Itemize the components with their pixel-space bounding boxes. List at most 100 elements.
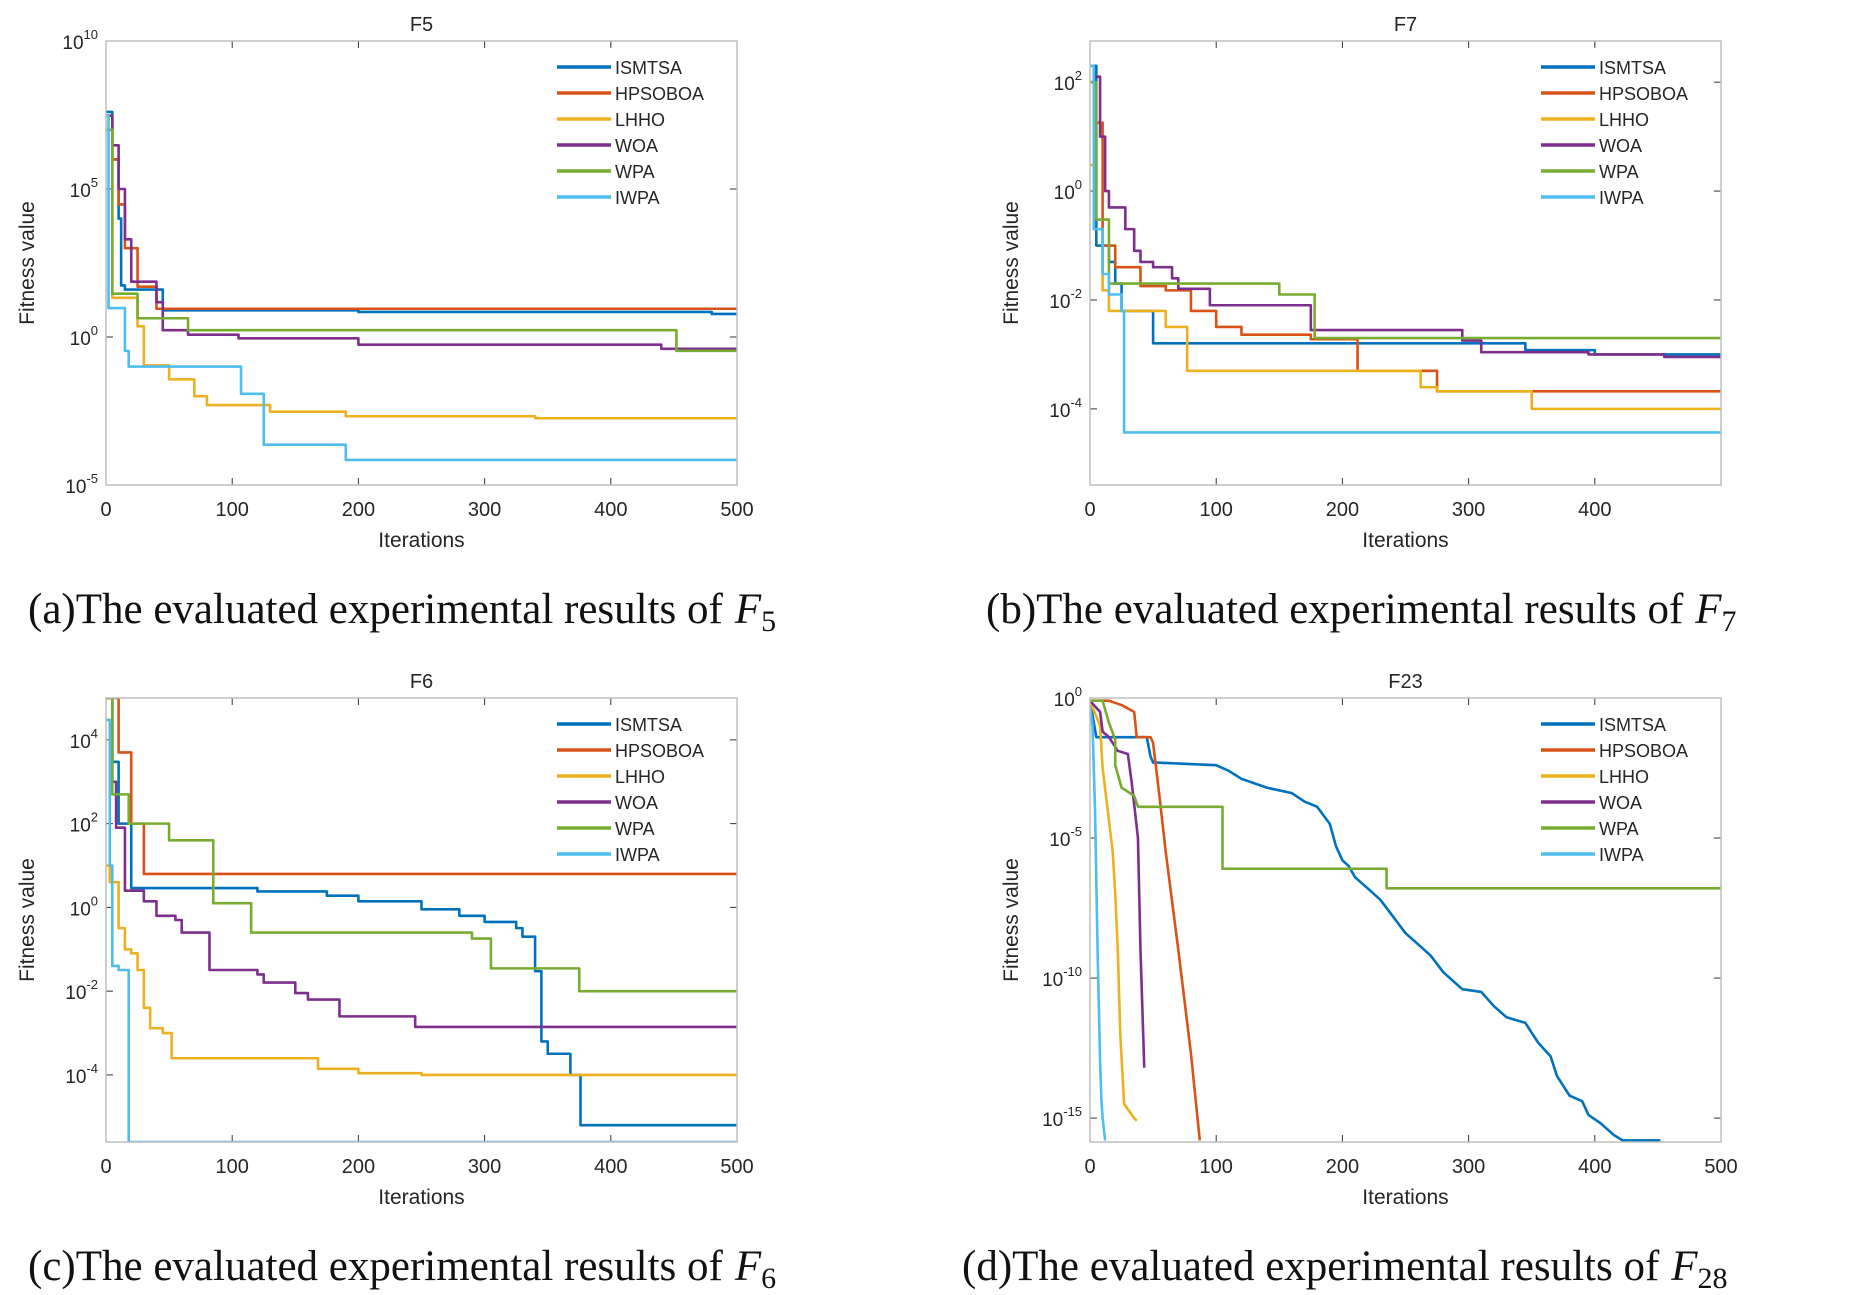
x-tick-label: 400	[1578, 499, 1611, 521]
legend-label: LHHO	[1599, 110, 1649, 130]
legend-label: WPA	[1599, 162, 1639, 182]
y-tick-label: 104	[70, 726, 98, 753]
legend-label: WPA	[1599, 819, 1639, 839]
legend: ISMTSA HPSOBOA LHHO WOA WPA IWPA	[551, 53, 723, 213]
y-tick-label: 102	[1054, 68, 1082, 95]
caption-b: (b)The evaluated experimental results of…	[986, 588, 1737, 637]
series-line-hpsoboa	[1090, 699, 1202, 1141]
y-tick-exponent: 2	[91, 810, 98, 825]
x-tick-label: 200	[342, 1156, 375, 1178]
caption-text: (d)The evaluated experimental results of	[962, 1243, 1660, 1290]
x-tick-label: 100	[216, 499, 249, 521]
series-line-wpa	[1090, 80, 1721, 340]
y-tick-label: 100	[1054, 177, 1082, 204]
y-tick-base: 10	[1049, 401, 1070, 422]
series-line-wpa	[106, 698, 737, 993]
legend-label: LHHO	[615, 767, 665, 787]
y-tick-exponent: -15	[1063, 1104, 1082, 1119]
caption-function: F	[734, 586, 762, 633]
axes-frame	[105, 40, 738, 486]
series-line-hpsoboa	[106, 698, 737, 876]
y-tick-base: 10	[1054, 74, 1075, 95]
axes-frame	[1089, 40, 1722, 486]
x-tick-label: 0	[1084, 499, 1095, 521]
y-tick-label: 102	[70, 810, 98, 837]
y-tick-label: 10-10	[1042, 964, 1082, 991]
chart-title: F7	[1394, 14, 1417, 36]
series-line-lhho	[106, 864, 737, 1077]
chart-title: F6	[410, 671, 433, 693]
y-tick-label: 10-4	[65, 1061, 98, 1088]
legend: ISMTSA HPSOBOA LHHO WOA WPA IWPA	[1535, 53, 1707, 213]
y-tick-base: 10	[70, 732, 91, 753]
series-line-iwpa	[106, 114, 737, 462]
legend-label: WOA	[615, 793, 658, 813]
axes-frame	[105, 697, 738, 1143]
legend-label: ISMTSA	[1599, 58, 1666, 78]
y-tick-label: 10-5	[1049, 824, 1082, 851]
legend-label: HPSOBOA	[1599, 84, 1688, 104]
y-tick-base: 10	[1049, 830, 1070, 851]
caption-subscript: 28	[1697, 1262, 1728, 1295]
legend-label: ISMTSA	[1599, 715, 1666, 735]
series-group	[1090, 699, 1721, 1142]
y-tick-exponent: -2	[86, 977, 98, 992]
series-line-iwpa	[1090, 706, 1107, 1141]
x-tick-label: 0	[100, 499, 111, 521]
x-tick-label: 400	[594, 499, 627, 521]
y-tick-base: 10	[65, 477, 86, 498]
axes-frame	[1089, 697, 1722, 1143]
x-tick-label: 100	[216, 1156, 249, 1178]
x-tick-label: 400	[1578, 1156, 1611, 1178]
x-tick-label: 200	[1326, 1156, 1359, 1178]
chart-c: F60 100 200 300 400 500Iterations10-410-21001…	[16, 671, 754, 1209]
y-tick-label: 10-4	[1049, 395, 1082, 422]
legend-label: WPA	[615, 162, 655, 182]
y-tick-base: 10	[62, 33, 83, 54]
y-tick-exponent: 2	[1075, 68, 1082, 83]
x-tick-label: 500	[720, 499, 753, 521]
legend-label: IWPA	[1599, 188, 1644, 208]
series-line-ismtsa	[1090, 700, 1661, 1142]
caption-c: (c)The evaluated experimental results of…	[28, 1245, 776, 1294]
y-tick-exponent: 0	[1075, 177, 1082, 192]
y-tick-base: 10	[1042, 1110, 1063, 1131]
y-tick-base: 10	[1049, 292, 1070, 313]
y-tick-exponent: -5	[1070, 824, 1082, 839]
y-tick-base: 10	[65, 1067, 86, 1088]
x-tick-label: 100	[1200, 1156, 1233, 1178]
y-tick-base: 10	[70, 329, 91, 350]
caption-d: (d)The evaluated experimental results of…	[962, 1245, 1728, 1294]
series-line-woa	[106, 698, 737, 1029]
y-tick-label: 10-5	[65, 471, 98, 498]
legend-label: WOA	[1599, 136, 1642, 156]
y-tick-label: 100	[70, 893, 98, 920]
y-tick-exponent: -5	[86, 471, 98, 486]
y-tick-label: 100	[70, 323, 98, 350]
caption-function: F	[1671, 1243, 1698, 1290]
y-tick-label: 105	[70, 175, 98, 202]
y-tick-label: 100	[1054, 684, 1082, 711]
x-tick-label: 300	[468, 499, 501, 521]
legend-background	[551, 53, 723, 213]
legend-label: HPSOBOA	[1599, 741, 1688, 761]
x-axis-label: Iterations	[1362, 1186, 1448, 1209]
legend-background	[551, 710, 723, 870]
y-tick-exponent: -2	[1070, 286, 1082, 301]
series-line-woa	[106, 114, 737, 351]
chart-title: F23	[1388, 671, 1422, 693]
y-tick-exponent: 0	[1075, 684, 1082, 699]
series-line-hpsoboa	[1090, 80, 1721, 393]
caption-subscript: 6	[761, 1262, 777, 1295]
legend-background	[1535, 710, 1707, 870]
y-tick-exponent: -4	[1070, 395, 1082, 410]
x-axis-label: Iterations	[1362, 529, 1448, 552]
x-tick-label: 400	[594, 1156, 627, 1178]
y-tick-exponent: 4	[91, 726, 98, 741]
legend-label: WOA	[1599, 793, 1642, 813]
y-tick-label: 10-15	[1042, 1104, 1082, 1131]
x-tick-label: 200	[1326, 499, 1359, 521]
y-axis-label: Fitness value	[1000, 858, 1023, 982]
